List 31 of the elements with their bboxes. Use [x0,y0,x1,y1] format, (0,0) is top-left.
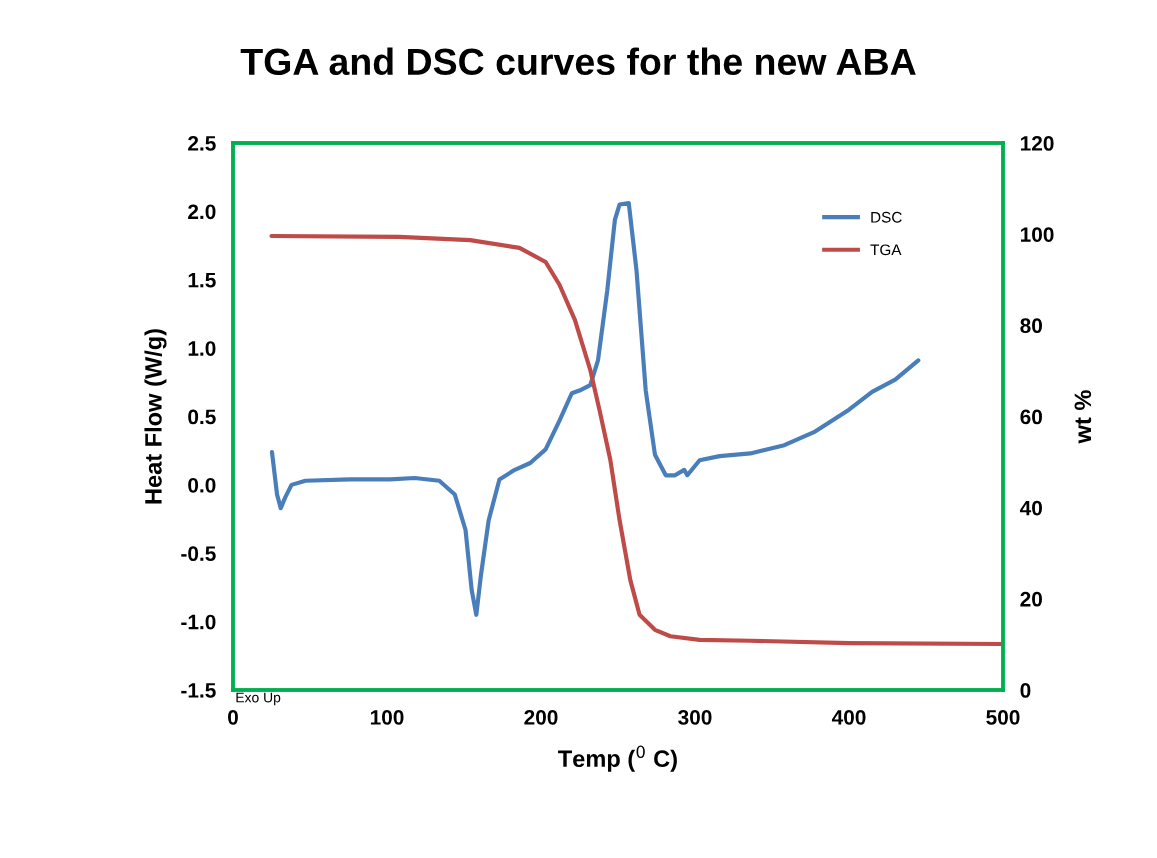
y-tick-label: -1.0 [181,614,216,630]
y-tick-label: -1.5 [181,683,216,698]
chart-title: TGA and DSC curves for the new ABA [240,47,916,76]
y2-tick-label: 40 [1019,500,1042,516]
text: Exo Up [236,692,281,706]
x-tick-label: 300 [678,709,712,725]
y-tick-label: 2.5 [188,136,216,151]
x-tick-label: 400 [831,709,866,725]
y-axis-title: Heat Flow (W/g) [144,329,167,504]
y2-tick-label: 80 [1020,318,1042,334]
y-tick-label: 1.5 [188,272,216,288]
x-tick-label: 200 [524,709,558,725]
y-tick-label: 0.5 [188,409,216,425]
y2-axis-title: wt % [1074,390,1092,444]
line-series [269,233,1003,647]
x-axis-title: Temp ($^{0}$ C) [558,745,677,772]
y2-tick-label: 100 [1020,227,1054,242]
x-tick-label: 100 [370,709,404,725]
legend-label: DSC [871,211,902,223]
y-tick-label: 1.0 [188,341,216,356]
x-tick-label: 500 [986,709,1020,725]
y2-tick-label: 20 [1020,591,1042,607]
y2-tick-label: 0 [1020,683,1031,698]
x-tick-label: 0 [228,709,238,725]
line-series [269,201,921,617]
y-tick-label: 2.0 [188,204,216,220]
y2-tick-label: 60 [1020,409,1042,425]
y-tick-label: -0.5 [181,546,216,561]
y2-tick-label: 120 [1020,136,1054,151]
y-tick-label: 0.0 [188,477,216,493]
legend-label: TGA [870,244,902,256]
